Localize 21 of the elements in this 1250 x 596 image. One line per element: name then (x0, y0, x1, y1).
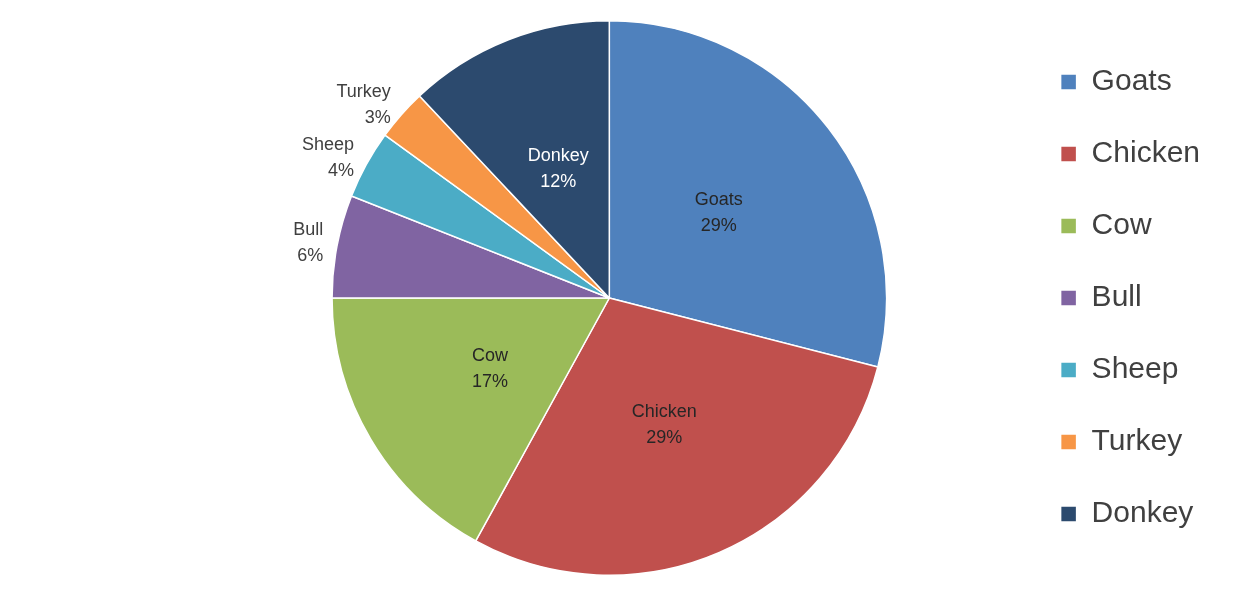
slice-label: Turkey (336, 81, 391, 102)
slice-label: Cow (471, 344, 509, 365)
legend-label: Goats (1091, 63, 1172, 97)
data-label: 29% (646, 427, 683, 448)
data-label: 17% (471, 370, 508, 391)
slice-label: Chicken (631, 401, 697, 422)
data-label: 29% (700, 215, 737, 235)
data-label: 3% (364, 107, 391, 128)
slice-label: Goats (694, 189, 743, 209)
legend-label: Turkey (1091, 423, 1183, 457)
slice-label: Sheep (302, 133, 355, 154)
data-label: 12% (540, 171, 577, 192)
slice-label: Donkey (527, 145, 589, 166)
data-label: 4% (328, 159, 355, 180)
legend-label: Sheep (1091, 351, 1179, 385)
slice-label: Bull (293, 219, 324, 240)
legend-label: Chicken (1091, 135, 1201, 169)
legend-label: Cow (1091, 207, 1152, 241)
data-label: 6% (297, 245, 324, 266)
legend-label: Donkey (1091, 495, 1194, 529)
legend-label: Bull (1091, 279, 1142, 313)
